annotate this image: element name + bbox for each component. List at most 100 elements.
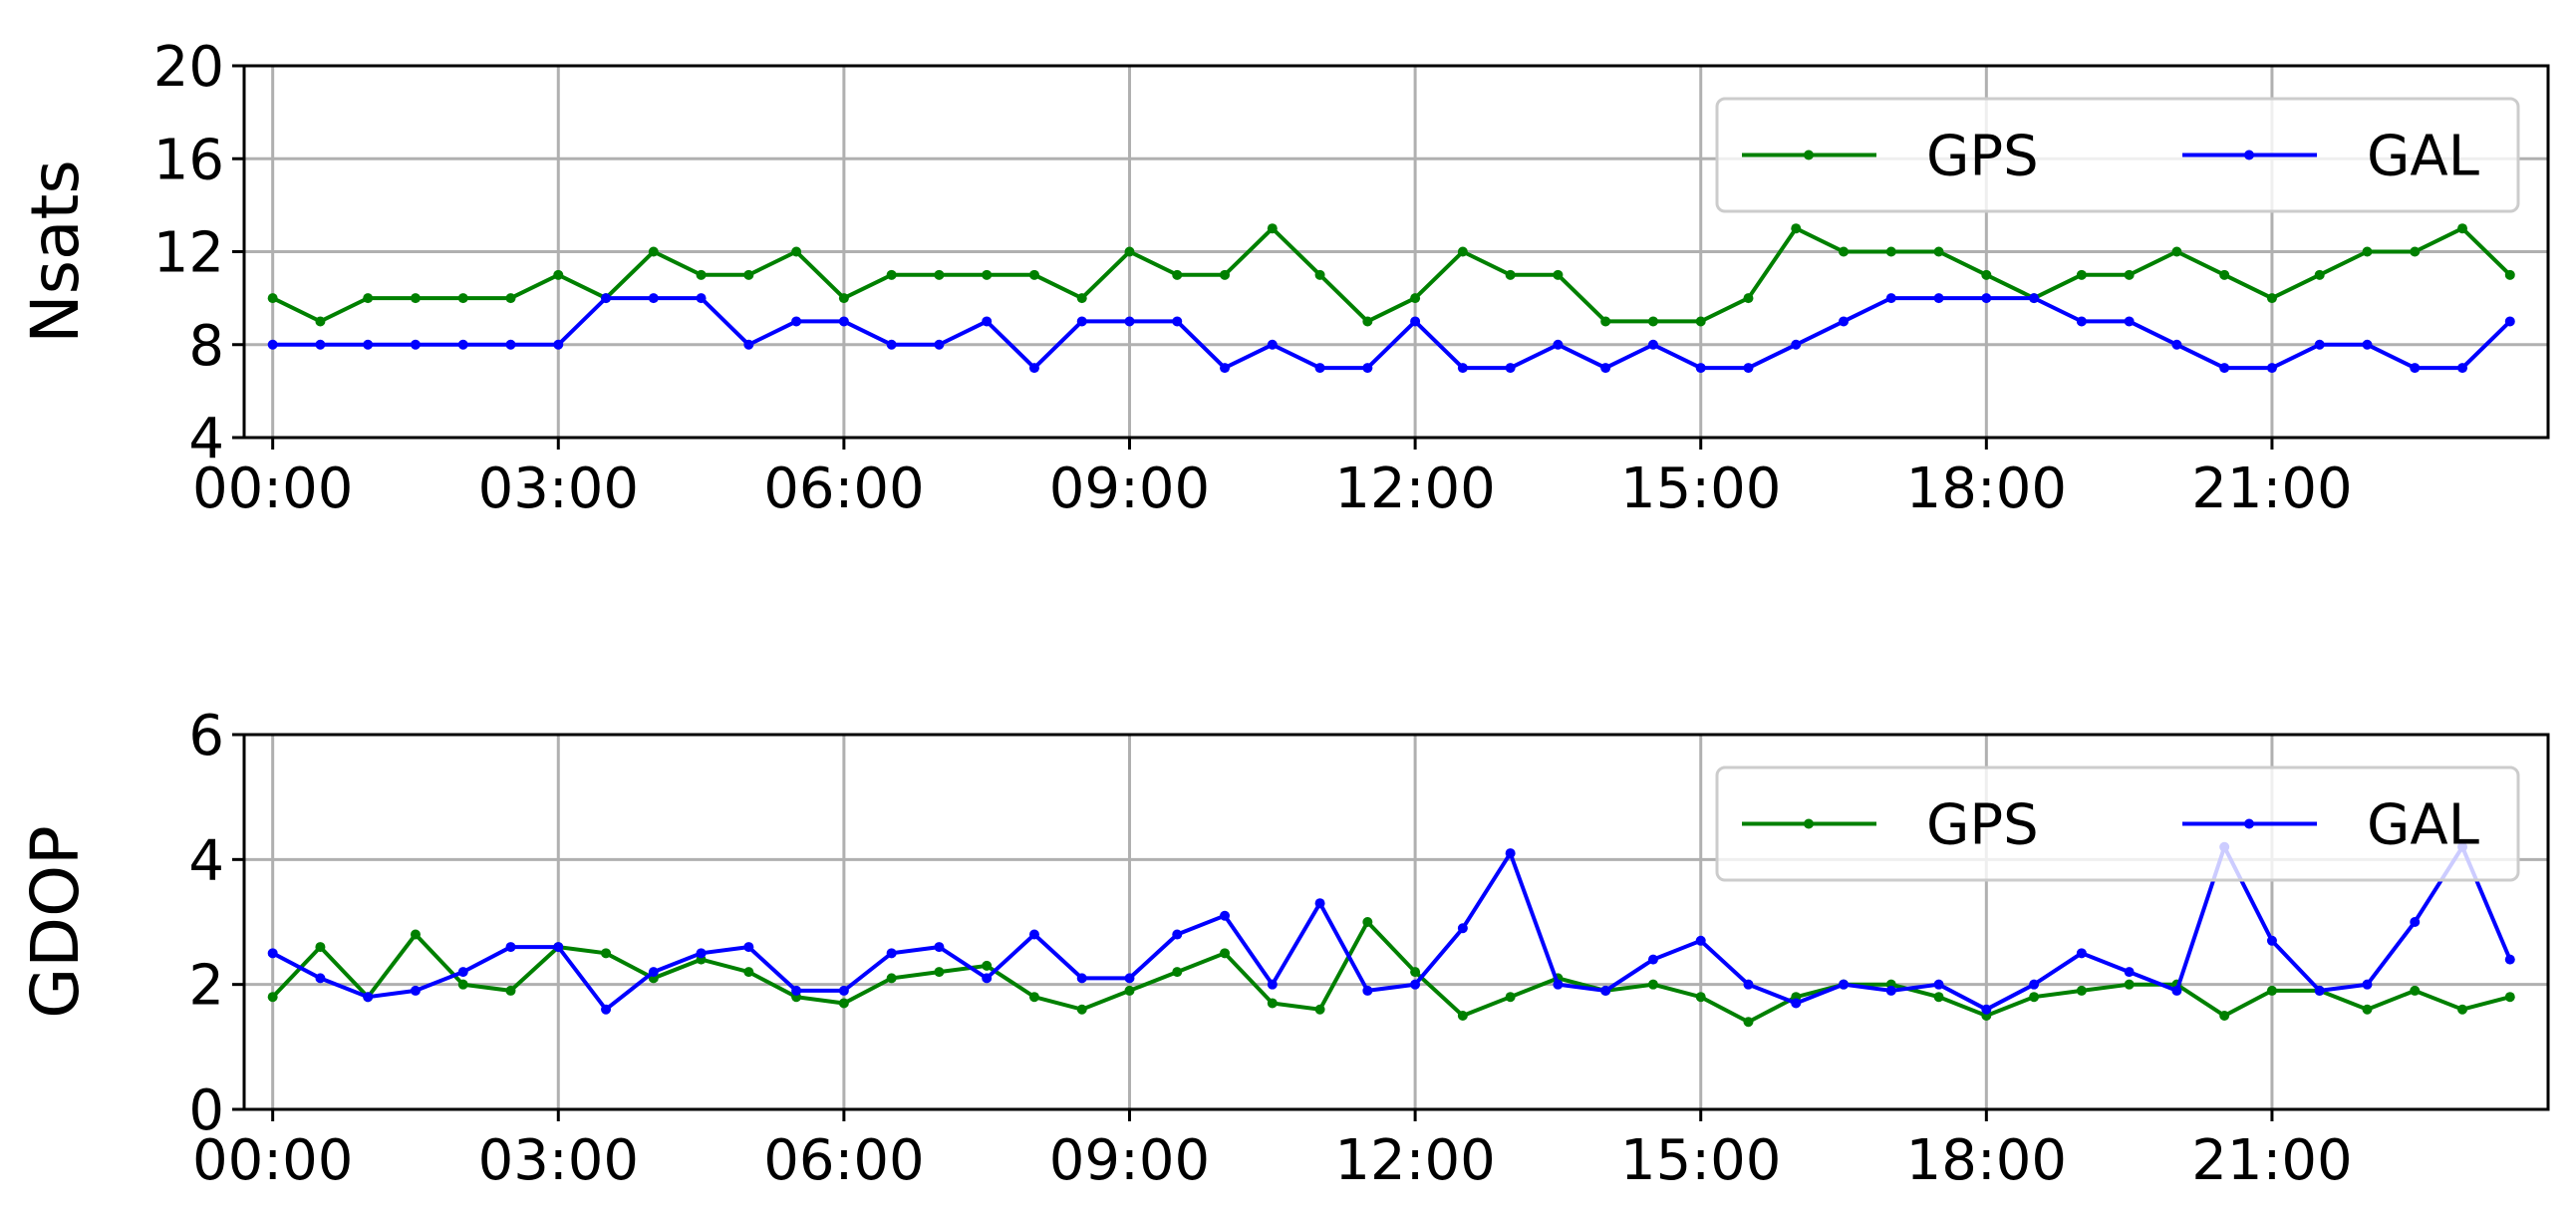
legend-marker	[2244, 150, 2254, 160]
data-point	[743, 967, 754, 978]
data-point	[1647, 954, 1658, 965]
data-point	[1885, 246, 1896, 257]
data-point	[1220, 910, 1231, 921]
x-tick-label: 00:00	[192, 1128, 353, 1193]
data-point	[1314, 269, 1325, 280]
data-point	[1172, 967, 1183, 978]
data-point	[410, 985, 421, 996]
data-point	[743, 269, 754, 280]
data-point	[2362, 339, 2373, 350]
data-point	[2362, 246, 2373, 257]
axes-frame	[242, 64, 2550, 440]
data-point	[2076, 269, 2087, 280]
data-point	[696, 293, 707, 304]
data-point	[2457, 223, 2468, 234]
data-point	[267, 948, 278, 959]
data-point	[982, 269, 993, 280]
data-point	[410, 339, 421, 350]
data-point	[601, 948, 612, 959]
data-point	[886, 973, 897, 984]
data-point	[1124, 973, 1135, 984]
data-point	[553, 269, 564, 280]
data-point	[1600, 363, 1611, 374]
plot-area	[267, 841, 2515, 1028]
data-point	[982, 973, 993, 984]
y-tick-label: 4	[188, 407, 224, 471]
y-axis-label: Nsats	[17, 159, 94, 343]
legend-marker	[2244, 818, 2254, 829]
data-point	[2314, 339, 2325, 350]
data-point	[1220, 948, 1231, 959]
data-point	[1981, 293, 1992, 304]
x-tick-label: 21:00	[2191, 1128, 2352, 1193]
data-point	[1505, 363, 1516, 374]
data-point	[1743, 979, 1754, 990]
data-point	[1220, 363, 1231, 374]
data-point	[1172, 929, 1183, 940]
y-tick-label: 0	[188, 1078, 224, 1143]
y-tick-label: 8	[188, 314, 224, 379]
y-tick-label: 20	[153, 35, 224, 100]
legend-label: GAL	[2367, 793, 2479, 858]
data-point	[1028, 992, 1039, 1003]
x-tick-label: 09:00	[1049, 1128, 1210, 1193]
data-point	[1314, 363, 1325, 374]
data-point	[934, 967, 945, 978]
x-tick-label: 15:00	[1620, 457, 1781, 521]
data-point	[315, 316, 326, 327]
data-point	[1885, 985, 1896, 996]
data-point	[457, 967, 468, 978]
plot-area	[267, 223, 2515, 374]
data-point	[696, 269, 707, 280]
data-point	[1410, 967, 1421, 978]
data-point	[1028, 269, 1039, 280]
legend-marker	[1804, 818, 1814, 829]
data-point	[743, 339, 754, 350]
data-point	[1933, 293, 1944, 304]
series-line	[271, 841, 2512, 1013]
data-point	[934, 942, 945, 953]
data-point	[2457, 363, 2468, 374]
data-point	[505, 293, 516, 304]
data-point	[886, 948, 897, 959]
data-point	[1695, 363, 1706, 374]
data-point	[505, 942, 516, 953]
data-point	[410, 293, 421, 304]
data-point	[1457, 363, 1468, 374]
data-point	[2266, 985, 2277, 996]
data-point	[1647, 316, 1658, 327]
data-point	[838, 985, 849, 996]
y-tick-label: 2	[188, 954, 224, 1019]
y-tick-label: 6	[188, 704, 224, 768]
data-point	[1791, 339, 1802, 350]
data-point	[1505, 848, 1516, 859]
data-point	[2076, 948, 2087, 959]
data-point	[1410, 293, 1421, 304]
data-point	[791, 985, 802, 996]
data-point	[1076, 973, 1087, 984]
data-point	[1791, 998, 1802, 1009]
data-point	[1553, 269, 1564, 280]
axes-frame	[242, 733, 2550, 1111]
data-point	[601, 1004, 612, 1015]
data-point	[2266, 363, 2277, 374]
data-point	[2504, 269, 2515, 280]
data-point	[2504, 954, 2515, 965]
legend-box	[1715, 97, 2520, 213]
y-tick-label: 12	[153, 221, 224, 286]
x-tick-label: 18:00	[1906, 1128, 2067, 1193]
data-point	[2504, 992, 2515, 1003]
data-point	[2266, 293, 2277, 304]
data-point	[1743, 293, 1754, 304]
data-point	[1076, 316, 1087, 327]
legend-label: GAL	[2367, 125, 2479, 189]
data-point	[934, 269, 945, 280]
data-point	[2171, 246, 2182, 257]
data-point	[2124, 269, 2135, 280]
x-tick-label: 03:00	[478, 1128, 639, 1193]
data-point	[2029, 293, 2040, 304]
data-point	[1124, 246, 1135, 257]
data-point	[743, 942, 754, 953]
data-point	[553, 339, 564, 350]
chart: 00:00 03:00 06:00 09:00 12:00 15:00 18:00 21:00…	[17, 35, 2550, 521]
